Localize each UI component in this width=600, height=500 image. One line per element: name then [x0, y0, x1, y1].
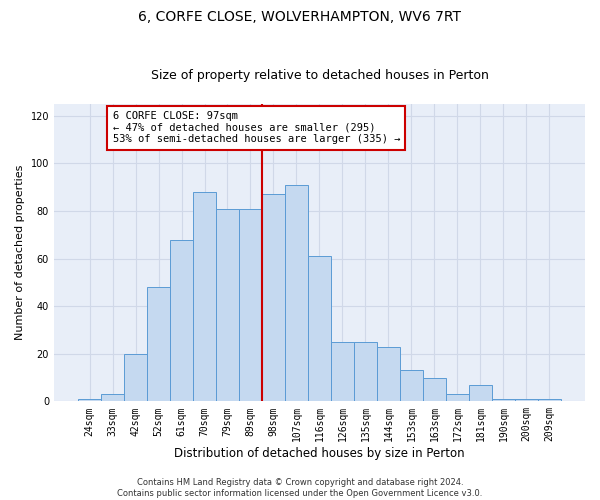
Bar [515, 399, 538, 402]
Bar [492, 399, 515, 402]
Bar [423, 378, 446, 402]
Bar [78, 399, 101, 402]
Bar [469, 384, 492, 402]
Bar [377, 346, 400, 402]
Bar [538, 399, 561, 402]
Bar [354, 342, 377, 402]
Y-axis label: Number of detached properties: Number of detached properties [15, 165, 25, 340]
X-axis label: Distribution of detached houses by size in Perton: Distribution of detached houses by size … [174, 447, 465, 460]
Bar [400, 370, 423, 402]
Text: Contains HM Land Registry data © Crown copyright and database right 2024.
Contai: Contains HM Land Registry data © Crown c… [118, 478, 482, 498]
Bar [446, 394, 469, 402]
Bar [216, 208, 239, 402]
Title: Size of property relative to detached houses in Perton: Size of property relative to detached ho… [151, 69, 488, 82]
Text: 6, CORFE CLOSE, WOLVERHAMPTON, WV6 7RT: 6, CORFE CLOSE, WOLVERHAMPTON, WV6 7RT [139, 10, 461, 24]
Bar [147, 287, 170, 402]
Bar [308, 256, 331, 402]
Bar [101, 394, 124, 402]
Bar [239, 208, 262, 402]
Bar [170, 240, 193, 402]
Bar [124, 354, 147, 402]
Bar [262, 194, 285, 402]
Bar [193, 192, 216, 402]
Text: 6 CORFE CLOSE: 97sqm
← 47% of detached houses are smaller (295)
53% of semi-deta: 6 CORFE CLOSE: 97sqm ← 47% of detached h… [113, 111, 400, 144]
Bar [285, 185, 308, 402]
Bar [331, 342, 354, 402]
